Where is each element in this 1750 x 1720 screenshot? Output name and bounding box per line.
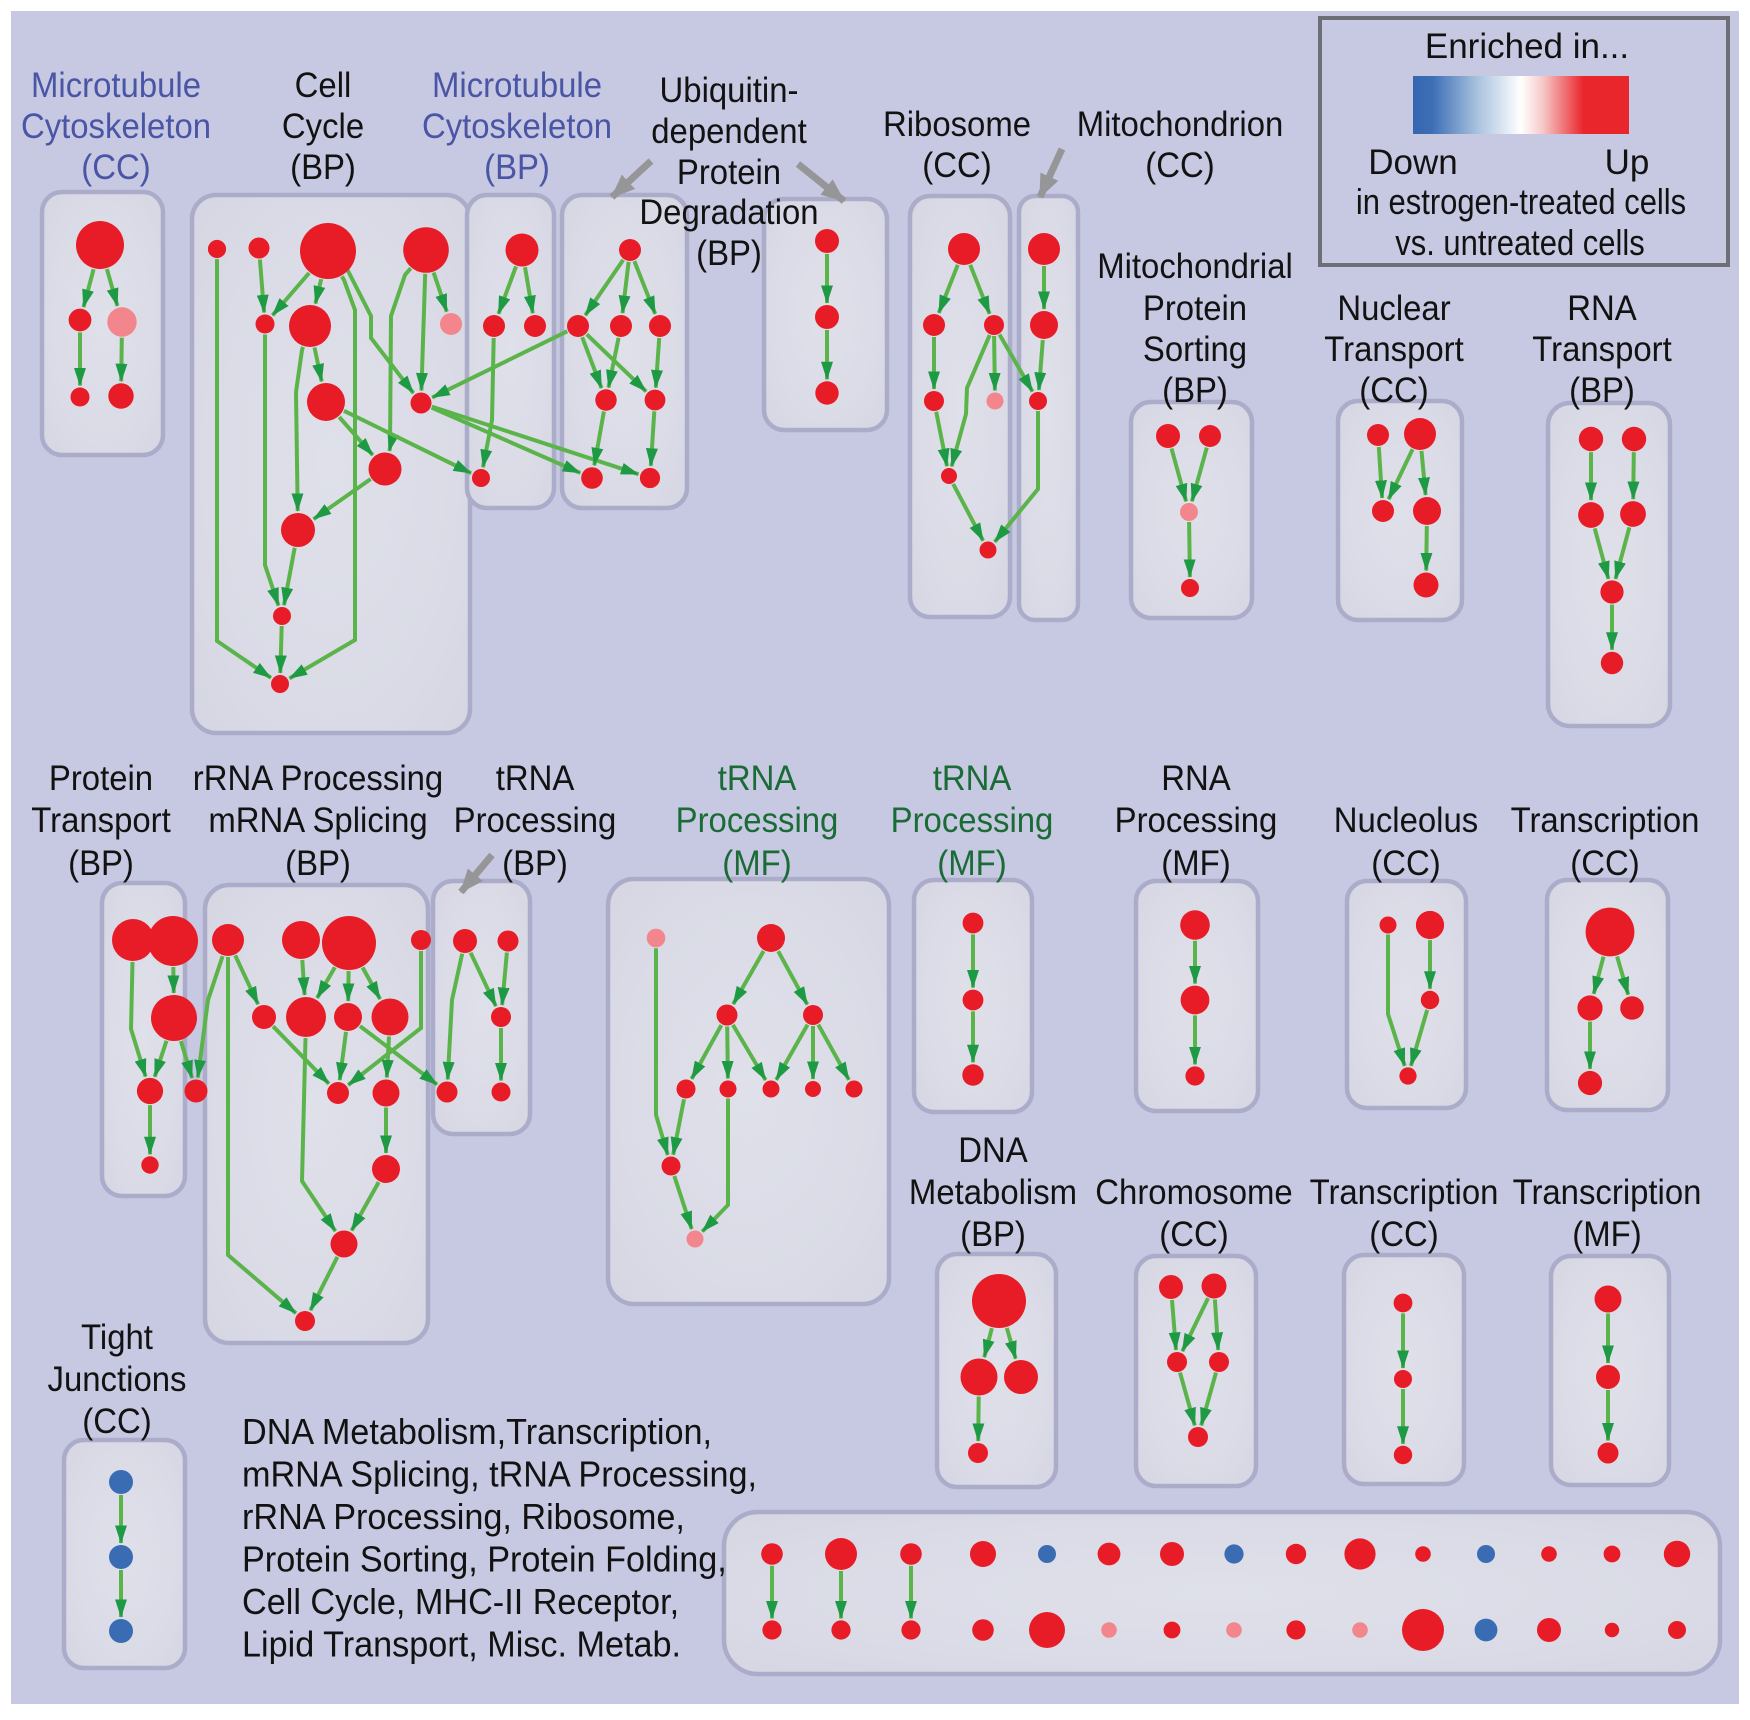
svg-text:Metabolism: Metabolism [909, 1173, 1077, 1212]
svg-text:(MF): (MF) [722, 844, 791, 883]
svg-text:(CC): (CC) [1371, 844, 1440, 883]
svg-text:Lipid Transport, Misc. Metab.: Lipid Transport, Misc. Metab. [242, 1625, 681, 1665]
svg-text:Mitochondrion: Mitochondrion [1077, 105, 1284, 144]
svg-text:Cytoskeleton: Cytoskeleton [422, 107, 612, 146]
svg-text:rRNA Processing, Ribosome,: rRNA Processing, Ribosome, [242, 1497, 685, 1537]
svg-text:(CC): (CC) [1145, 146, 1214, 185]
svg-text:Protein Sorting, Protein Foldi: Protein Sorting, Protein Folding, [242, 1540, 727, 1580]
svg-text:(BP): (BP) [290, 148, 356, 187]
svg-text:Cytoskeleton: Cytoskeleton [21, 107, 211, 146]
svg-text:tRNA: tRNA [496, 759, 575, 798]
svg-text:tRNA: tRNA [933, 759, 1012, 798]
svg-text:(CC): (CC) [1369, 1215, 1438, 1254]
svg-text:mRNA Splicing, tRNA Processing: mRNA Splicing, tRNA Processing, [242, 1455, 757, 1495]
svg-text:Nucleolus: Nucleolus [1334, 801, 1478, 840]
svg-text:(CC): (CC) [922, 146, 991, 185]
svg-text:RNA: RNA [1567, 289, 1637, 328]
svg-text:Chromosome: Chromosome [1095, 1173, 1292, 1212]
svg-text:Transcription: Transcription [1310, 1173, 1499, 1212]
svg-text:(MF): (MF) [937, 844, 1006, 883]
svg-text:(CC): (CC) [81, 148, 150, 187]
svg-text:DNA: DNA [958, 1131, 1028, 1170]
svg-text:(BP): (BP) [502, 844, 568, 883]
svg-text:Transcription: Transcription [1511, 801, 1700, 840]
svg-text:(CC): (CC) [1159, 1215, 1228, 1254]
svg-text:mRNA Splicing: mRNA Splicing [208, 801, 427, 840]
svg-text:Protein: Protein [677, 153, 781, 192]
svg-text:Enriched in...: Enriched in... [1425, 27, 1629, 66]
svg-text:(CC): (CC) [1359, 371, 1428, 410]
svg-text:DNA Metabolism,Transcription,: DNA Metabolism,Transcription, [242, 1412, 712, 1452]
svg-text:Cell Cycle, MHC-II Receptor,: Cell Cycle, MHC-II Receptor, [242, 1582, 679, 1622]
svg-text:(BP): (BP) [285, 844, 351, 883]
svg-text:Microtubule: Microtubule [432, 66, 602, 105]
svg-text:Protein: Protein [1143, 289, 1247, 328]
svg-text:Processing: Processing [891, 801, 1054, 840]
svg-text:Transport: Transport [1324, 330, 1464, 369]
svg-text:(CC): (CC) [1570, 844, 1639, 883]
svg-text:(BP): (BP) [696, 234, 762, 273]
svg-text:Junctions: Junctions [48, 1360, 187, 1399]
svg-text:(MF): (MF) [1161, 844, 1230, 883]
svg-text:tRNA: tRNA [718, 759, 797, 798]
svg-text:vs. untreated cells: vs. untreated cells [1395, 224, 1644, 264]
svg-text:Ubiquitin-: Ubiquitin- [660, 71, 799, 110]
svg-text:Up: Up [1605, 143, 1650, 182]
svg-text:(CC): (CC) [82, 1402, 151, 1441]
svg-text:(BP): (BP) [484, 148, 550, 187]
svg-text:Protein: Protein [49, 759, 153, 798]
svg-text:Degradation: Degradation [639, 193, 818, 232]
svg-text:Processing: Processing [676, 801, 839, 840]
svg-text:Processing: Processing [454, 801, 617, 840]
svg-text:(BP): (BP) [68, 844, 134, 883]
svg-text:Cycle: Cycle [282, 107, 364, 146]
svg-text:Sorting: Sorting [1143, 330, 1247, 369]
svg-text:rRNA Processing: rRNA Processing [193, 759, 443, 798]
svg-text:Cell: Cell [295, 66, 352, 105]
svg-text:Mitochondrial: Mitochondrial [1097, 247, 1293, 286]
svg-text:in estrogen-treated cells: in estrogen-treated cells [1356, 183, 1686, 223]
svg-text:Processing: Processing [1115, 801, 1278, 840]
svg-text:Tight: Tight [81, 1318, 153, 1357]
svg-text:RNA: RNA [1161, 759, 1231, 798]
svg-text:Microtubule: Microtubule [31, 66, 201, 105]
svg-text:(BP): (BP) [1162, 371, 1228, 410]
svg-text:Down: Down [1368, 143, 1457, 182]
svg-text:Transport: Transport [31, 801, 171, 840]
svg-text:(BP): (BP) [1569, 371, 1635, 410]
svg-text:dependent: dependent [651, 112, 807, 151]
svg-text:Transcription: Transcription [1513, 1173, 1702, 1212]
svg-text:Ribosome: Ribosome [883, 105, 1031, 144]
svg-text:(MF): (MF) [1572, 1215, 1641, 1254]
svg-text:Nuclear: Nuclear [1337, 289, 1450, 328]
svg-text:(BP): (BP) [960, 1215, 1026, 1254]
svg-text:Transport: Transport [1532, 330, 1672, 369]
